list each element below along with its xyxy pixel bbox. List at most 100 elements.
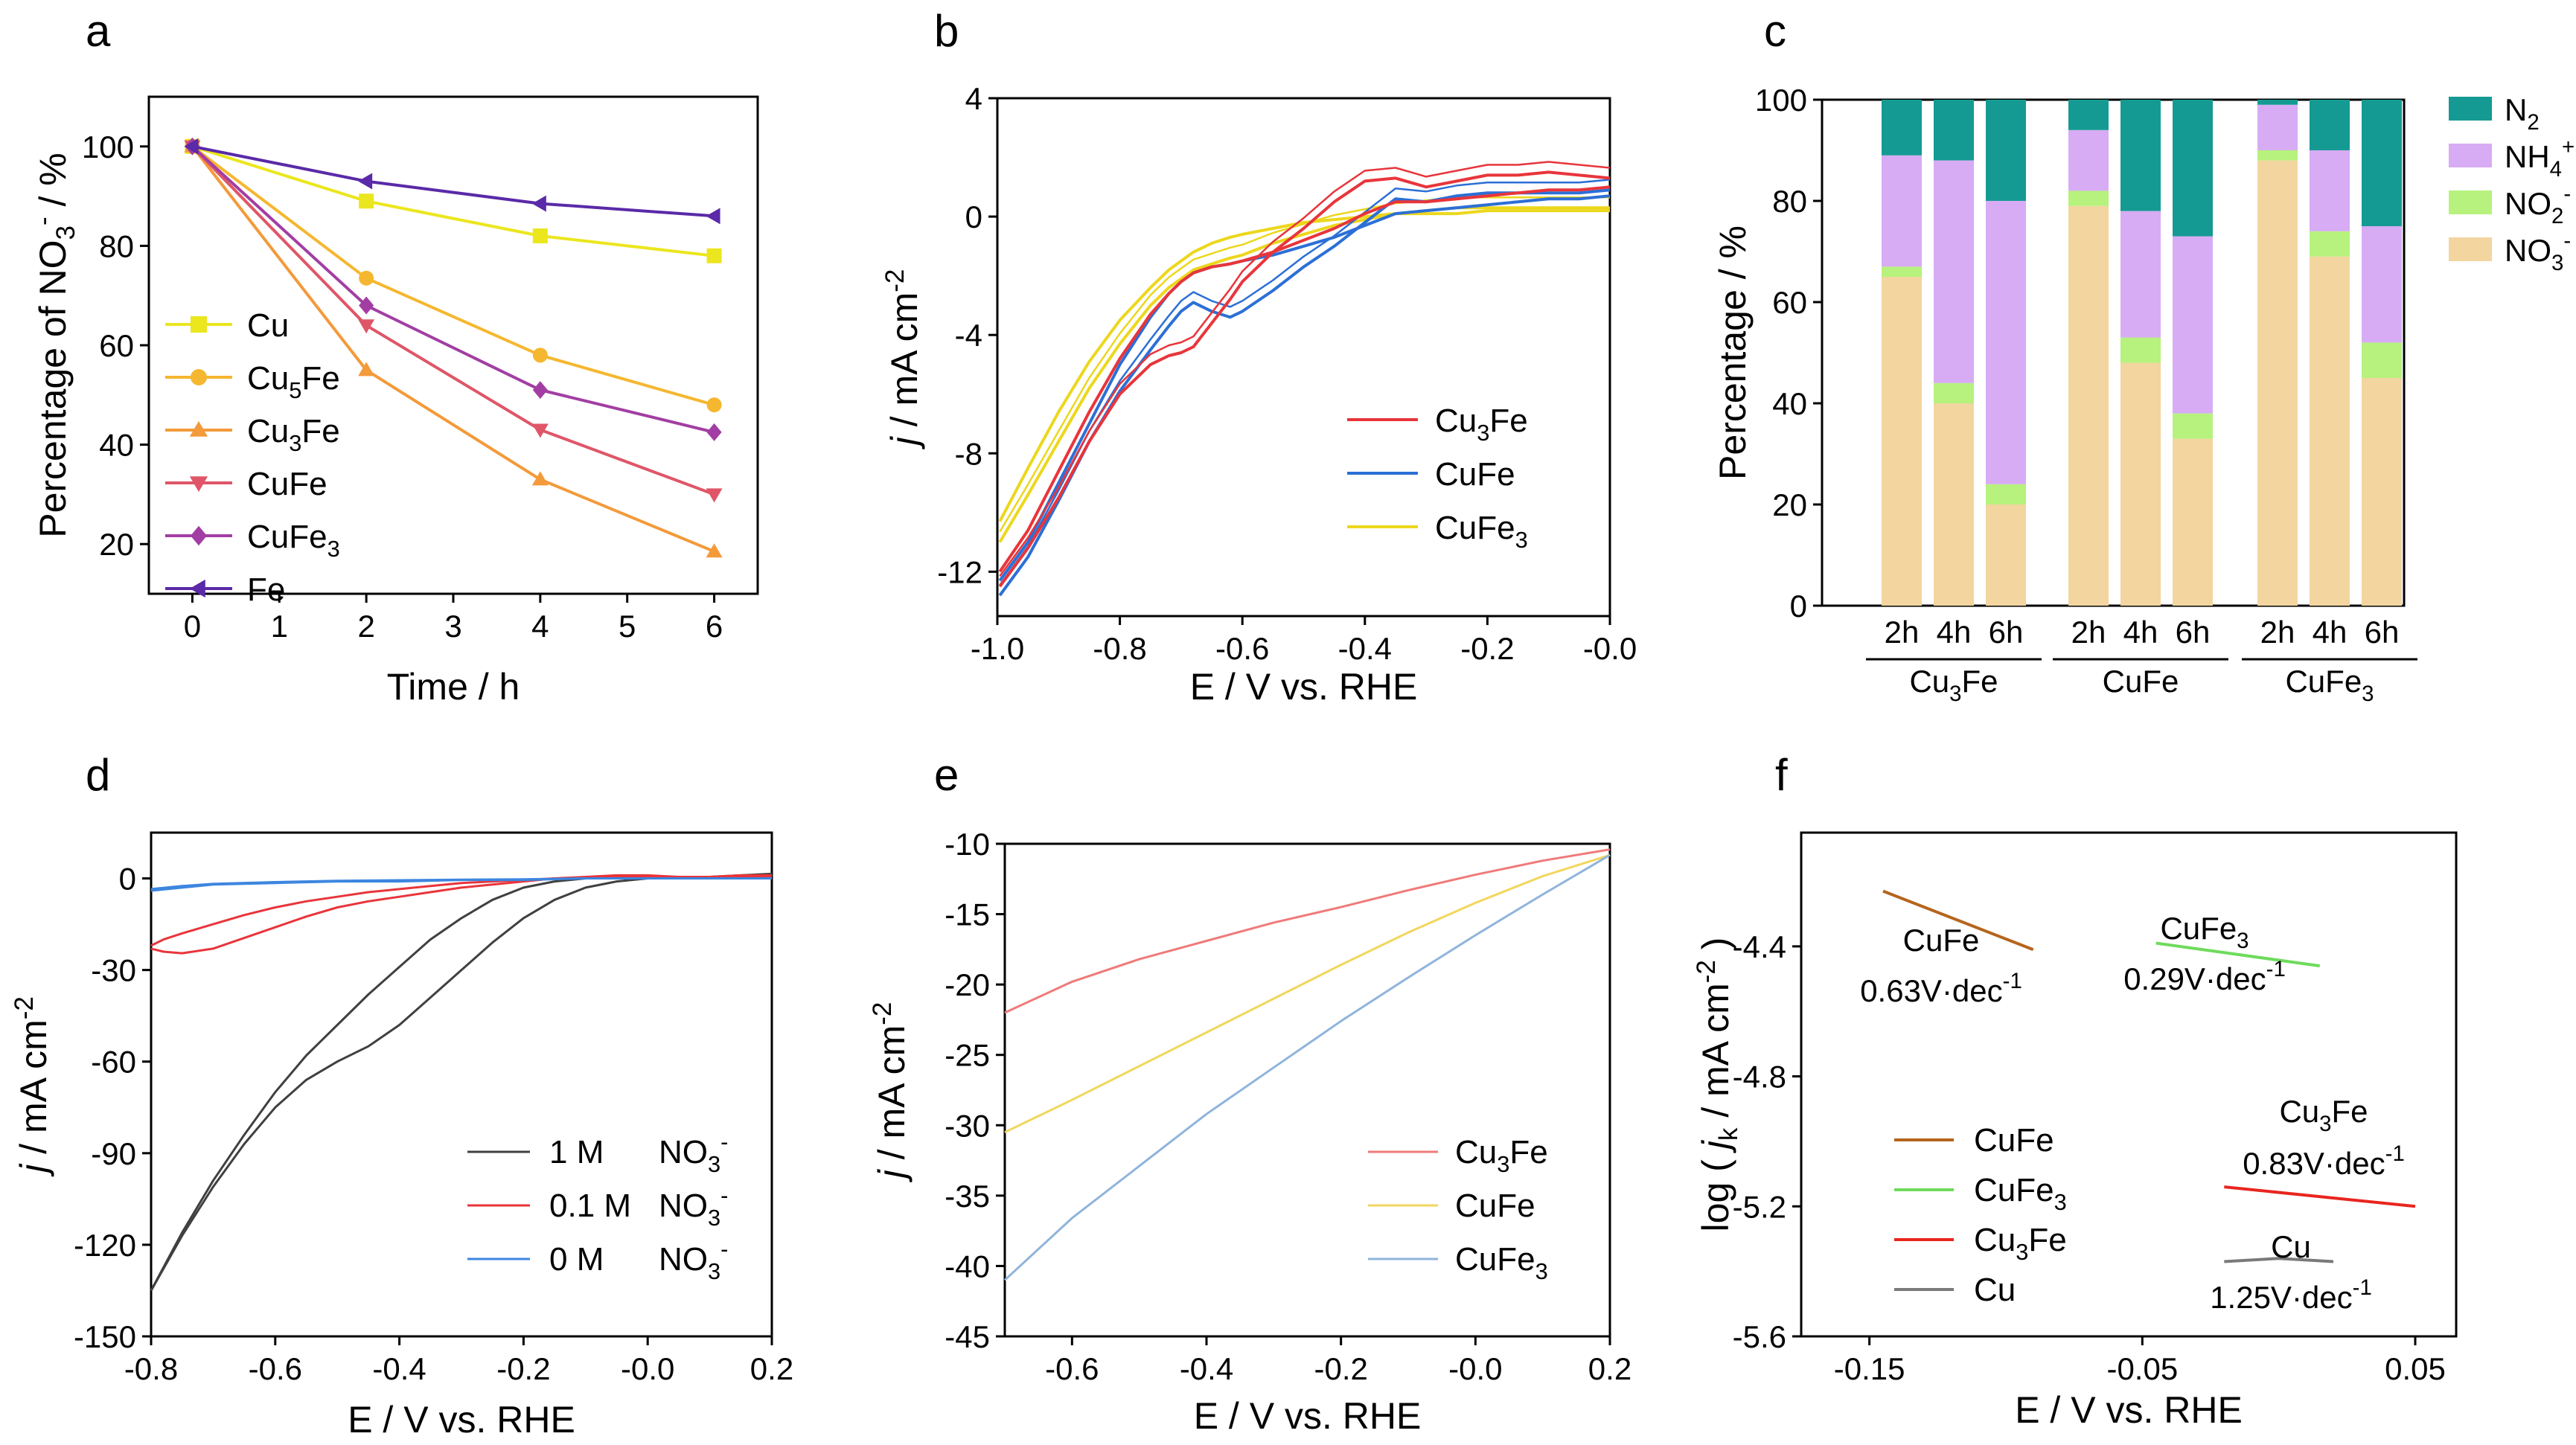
y-tick-label-a: 80	[99, 228, 134, 263]
bar-segment-NO2-	[2310, 231, 2350, 257]
legend-label-Cu5Fe: Cu5Fe	[247, 360, 340, 403]
x-tick-label-b: -0.6	[1215, 631, 1269, 666]
data-point-Fe	[184, 138, 199, 155]
legend-label-Fe: Fe	[247, 571, 285, 608]
legend-label-NO3-: NO3-	[2505, 228, 2571, 275]
y-tick-label-c: 20	[1772, 487, 1807, 522]
legend-label-Cu3Fe: Cu3Fe	[247, 413, 340, 456]
category-label: 6h	[1989, 615, 2024, 650]
bar-segment-NO2-	[2068, 190, 2109, 206]
data-point-Cu3Fe	[531, 471, 549, 486]
panel-label-e: e	[934, 750, 959, 800]
group-label-CuFe3: CuFe3	[2285, 664, 2374, 706]
series-line-CuFe3	[1003, 853, 1611, 1281]
data-point-Fe	[531, 195, 546, 212]
x-tick-label-e: -0.6	[1045, 1351, 1099, 1386]
legend-label-Cu: Cu	[247, 307, 289, 344]
y-tick-label-d: -150	[74, 1319, 136, 1354]
bar-segment-NO3-	[2362, 378, 2402, 606]
data-point-CuFe	[358, 319, 375, 334]
bar-segment-NH4+	[1882, 155, 1922, 267]
plot-frame-c	[1821, 98, 2406, 607]
legend-label-CuFe3: CuFe3	[1974, 1172, 2067, 1215]
y-tick-label-e: -45	[945, 1319, 990, 1354]
x-axis-label-d: E / V vs. RHE	[348, 1399, 575, 1441]
tafel-line-CuFe3	[2155, 941, 2320, 968]
y-tick-label-f: -5.6	[1733, 1319, 1786, 1354]
y-tick-label-c: 100	[1755, 83, 1807, 118]
cv-reverse-CuFe3	[998, 206, 1610, 543]
data-point-Cu5Fe	[706, 397, 722, 413]
bar-segment-N2	[2310, 100, 2350, 150]
plot-frame-f	[1800, 831, 2458, 1338]
y-tick-label-f: -4.4	[1733, 929, 1786, 964]
annotation-7: 1.25V·dec-1	[2210, 1275, 2372, 1315]
x-tick-label-b: -0.4	[1338, 631, 1392, 666]
bar-segment-N2	[1986, 100, 2026, 201]
plot-frame-b	[996, 97, 1611, 618]
legend-marker-Cu5Fe	[191, 369, 207, 385]
legend-swatch-N2	[2449, 97, 2492, 121]
annotation-0: CuFe	[1903, 923, 1980, 958]
legend-species-1 M: NO3-	[659, 1129, 728, 1177]
x-tick-label-d: -0.4	[372, 1351, 426, 1386]
group-label-Cu3Fe: Cu3Fe	[1909, 664, 1998, 706]
y-tick-label-d: 0	[119, 862, 136, 897]
y-tick-label-c: 0	[1790, 589, 1807, 624]
data-point-Cu5Fe	[359, 270, 374, 286]
group-label-CuFe: CuFe	[2103, 664, 2179, 699]
legend-label-0 M: 0 M	[549, 1241, 604, 1278]
bar-segment-NO3-	[2310, 256, 2350, 606]
legend-marker-Cu3Fe	[189, 420, 208, 437]
y-tick-label-b: 0	[965, 199, 982, 234]
legend-swatch-NO3-	[2449, 237, 2492, 261]
x-tick-label-a: 1	[271, 609, 288, 644]
series-line-Cu3Fe	[1004, 848, 1611, 1014]
x-tick-label-d: -0.2	[496, 1351, 550, 1386]
x-tick-label-a: 3	[444, 609, 461, 644]
category-label: 6h	[2176, 615, 2211, 650]
bar-segment-NO2-	[1986, 484, 2026, 504]
y-tick-label-c: 80	[1772, 184, 1807, 219]
bar-segment-N2	[1934, 100, 1974, 161]
bar-segment-N2	[2362, 100, 2402, 226]
bar-segment-NO3-	[1986, 504, 2026, 606]
legend-label-CuFe: CuFe	[247, 466, 327, 502]
annotation-6: Cu	[2271, 1229, 2311, 1264]
series-line-CuFe	[1004, 853, 1611, 1134]
bar-segment-NO2-	[2120, 337, 2161, 363]
data-point-CuFe3	[532, 381, 548, 400]
x-tick-label-e: -0.2	[1314, 1351, 1367, 1386]
bar-segment-N2	[2257, 100, 2298, 105]
category-label: 2h	[1885, 615, 1920, 650]
y-axis-label-e: j / mA cm-2	[868, 1002, 913, 1183]
data-point-Cu	[706, 248, 722, 263]
bar-segment-NO3-	[1882, 277, 1922, 606]
bar-segment-NO3-	[2173, 438, 2213, 606]
annotation-5: 0.83V·dec-1	[2243, 1141, 2405, 1181]
panel-label-d: d	[86, 750, 110, 800]
x-tick-label-a: 6	[706, 609, 723, 644]
legend-label-Cu: Cu	[1974, 1272, 2016, 1308]
x-tick-label-d: 0.2	[750, 1351, 793, 1386]
legend-label-CuFe: CuFe	[1435, 456, 1515, 493]
legend-marker-Cu	[191, 316, 207, 333]
x-tick-label-f: 0.05	[2385, 1351, 2446, 1386]
legend-label-CuFe3: CuFe3	[1435, 510, 1528, 553]
lsv-forward-0 M	[150, 877, 772, 891]
annotation-2: CuFe3	[2160, 911, 2249, 953]
data-point-CuFe3	[706, 423, 722, 441]
category-label: 4h	[2313, 615, 2348, 650]
y-tick-label-f: -5.2	[1733, 1189, 1786, 1224]
annotation-4: Cu3Fe	[2279, 1094, 2368, 1136]
x-tick-label-e: 0.2	[1588, 1351, 1631, 1386]
y-tick-label-b: 4	[965, 81, 982, 116]
cv-reverse-Cu3Fe	[998, 170, 1611, 588]
bar-segment-NO2-	[2257, 150, 2298, 161]
y-tick-label-a: 60	[99, 328, 134, 363]
bar-segment-NO3-	[2068, 205, 2109, 606]
y-tick-label-e: -30	[945, 1108, 990, 1143]
bar-segment-NO2-	[2362, 342, 2402, 378]
x-tick-label-f: -0.15	[1834, 1351, 1905, 1386]
legend-label-NH4+: NH4+	[2505, 135, 2575, 182]
